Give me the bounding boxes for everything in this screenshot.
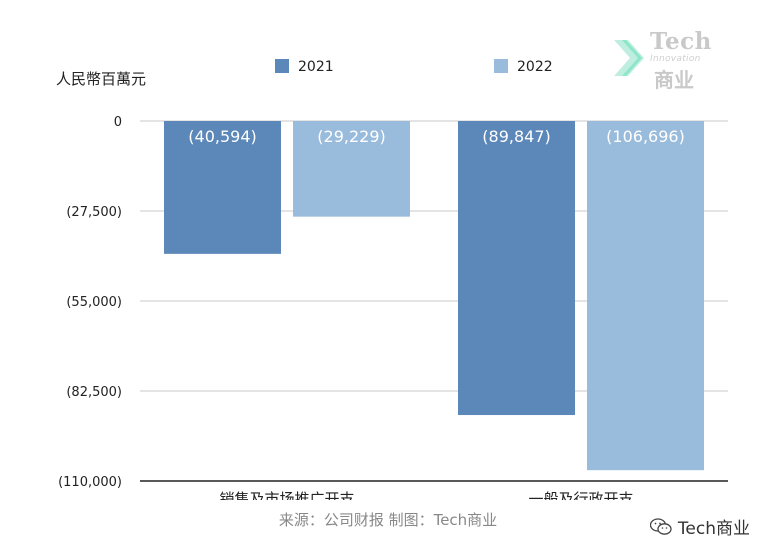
data-label: (89,847) bbox=[482, 127, 550, 146]
y-tick-label: (55,000) bbox=[66, 295, 122, 310]
y-tick-label: 0 bbox=[114, 115, 122, 130]
logo-arrow-icon bbox=[614, 40, 644, 76]
legend-swatch-2022 bbox=[494, 59, 508, 73]
wechat-icon bbox=[649, 517, 672, 535]
bar-2022-1 bbox=[293, 121, 410, 217]
legend-label: 2021 bbox=[298, 59, 334, 75]
x-category-label: 一般及行政开支 bbox=[528, 490, 633, 500]
y-tick-label: (27,500) bbox=[66, 205, 122, 220]
data-label: (29,229) bbox=[317, 127, 385, 146]
data-label: (106,696) bbox=[606, 127, 685, 146]
y-tick-label: (110,000) bbox=[58, 475, 122, 490]
data-label: (40,594) bbox=[188, 127, 256, 146]
x-axis-category-labels: 销售及市场推广开支 一般及行政开支 bbox=[219, 490, 633, 500]
bar-chart: 人民幣百萬元 2021 2022 0 (27,500) (55,000) (82,500… bbox=[56, 59, 728, 500]
logo-cn: 商业 bbox=[654, 68, 694, 92]
y-axis-tick-labels: 0 (27,500) (55,000) (82,500) (110,000) bbox=[58, 115, 122, 490]
y-axis-unit-label: 人民幣百萬元 bbox=[56, 70, 146, 88]
tech-logo: Tech Innovation 商业 bbox=[612, 28, 722, 92]
logo-subtitle: Innovation bbox=[650, 54, 701, 64]
wechat-handle: Tech商业 bbox=[677, 519, 750, 539]
legend-label: 2022 bbox=[517, 59, 553, 75]
legend: 2021 2022 bbox=[275, 59, 553, 75]
bar-2022-2 bbox=[587, 121, 704, 471]
bar-2021-2 bbox=[458, 121, 575, 416]
source-note: 来源：公司财报 制图：Tech商业 bbox=[278, 511, 498, 529]
x-category-label: 销售及市场推广开支 bbox=[219, 490, 354, 500]
bars bbox=[164, 121, 704, 471]
data-labels: (40,594) (89,847) (29,229) (106,696) bbox=[188, 127, 685, 146]
bar-2021-1 bbox=[164, 121, 281, 254]
legend-swatch-2021 bbox=[275, 59, 289, 73]
y-tick-label: (82,500) bbox=[66, 385, 122, 400]
wechat-account: Tech商业 bbox=[649, 514, 750, 539]
logo-title: Tech bbox=[650, 28, 712, 55]
